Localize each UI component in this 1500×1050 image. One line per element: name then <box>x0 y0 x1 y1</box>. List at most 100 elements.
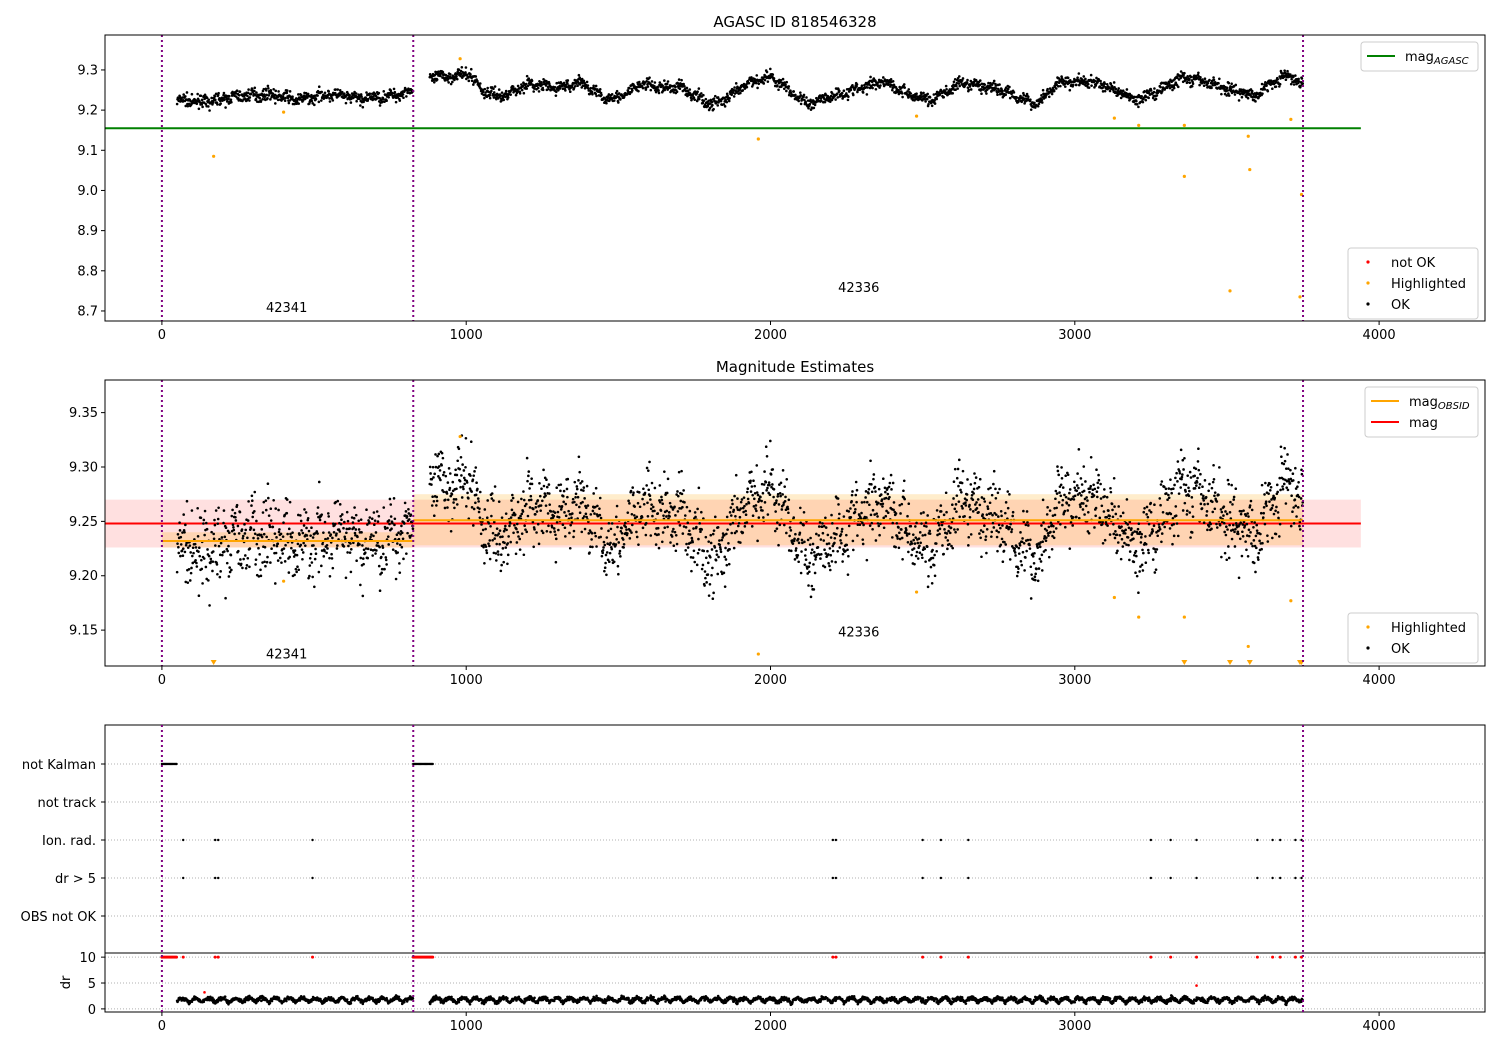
ok-point <box>1093 79 1097 83</box>
ok-point <box>541 88 545 92</box>
ok-point <box>696 90 699 94</box>
ok-point <box>576 84 579 88</box>
legend-marker <box>1366 260 1370 264</box>
ok-point <box>1036 579 1040 583</box>
ok-point <box>184 95 187 98</box>
ok-point <box>219 570 222 573</box>
ok-point <box>630 523 634 527</box>
ok-point <box>814 555 818 559</box>
ok-point <box>975 507 979 510</box>
ok-point <box>211 560 215 563</box>
ok-point <box>1023 569 1026 572</box>
ok-point <box>757 82 761 86</box>
ok-point <box>580 488 583 492</box>
ok-point <box>750 525 754 528</box>
ok-point <box>488 539 492 542</box>
ok-point <box>750 470 753 474</box>
ok-point <box>552 527 556 530</box>
ok-point <box>661 531 665 534</box>
ok-point <box>871 508 875 512</box>
ok-point <box>1080 483 1084 486</box>
ok-point <box>355 99 358 103</box>
ok-point <box>942 552 945 556</box>
ok-point <box>912 547 916 550</box>
ok-point <box>285 511 289 515</box>
ok-point <box>729 506 733 509</box>
ok-point <box>264 508 268 512</box>
ok-point <box>283 560 287 563</box>
ok-point <box>246 519 250 522</box>
ok-point <box>958 84 962 88</box>
ok-point <box>668 501 672 505</box>
ok-point <box>265 93 268 97</box>
ok-point <box>716 526 720 529</box>
ok-point <box>541 83 544 86</box>
ok-point <box>979 529 983 532</box>
ok-point <box>1105 82 1109 86</box>
ok-point <box>476 487 479 491</box>
ok-point <box>1091 492 1094 496</box>
ok-point <box>656 512 660 515</box>
ok-point <box>380 571 383 575</box>
ok-point <box>946 539 950 542</box>
ok-point <box>686 89 690 93</box>
ok-point <box>608 551 612 555</box>
y-tick-label: 9.1 <box>77 144 98 159</box>
ok-point <box>969 508 972 511</box>
ok-point <box>522 553 526 557</box>
ok-point <box>1053 506 1056 510</box>
ok-point <box>590 90 594 94</box>
ok-point <box>317 85 321 88</box>
ok-point <box>715 549 718 553</box>
ok-point <box>922 91 925 95</box>
ok-point <box>670 535 674 538</box>
ok-point <box>1229 87 1233 91</box>
ok-point <box>777 503 781 506</box>
ok-point <box>953 467 957 471</box>
ok-point <box>999 526 1002 530</box>
ok-point <box>534 512 537 516</box>
ok-point <box>838 546 842 549</box>
ok-point <box>665 515 668 518</box>
ok-point <box>297 93 300 96</box>
ok-point <box>456 459 459 463</box>
ok-point <box>1278 85 1281 88</box>
ok-point <box>568 546 572 550</box>
ok-point <box>865 93 869 96</box>
ok-point <box>540 487 543 491</box>
ok-point <box>544 84 548 87</box>
ok-point <box>442 473 445 477</box>
ok-point <box>1163 87 1167 90</box>
ok-point <box>564 85 568 89</box>
ok-point <box>868 524 872 527</box>
ok-point <box>272 499 275 502</box>
ok-point <box>653 509 656 513</box>
ok-point <box>483 508 487 511</box>
ok-point <box>582 489 585 492</box>
ok-point <box>1028 547 1032 550</box>
ok-point <box>628 502 631 505</box>
ok-point <box>788 526 792 529</box>
ok-point <box>996 549 999 553</box>
ok-point <box>1059 522 1062 526</box>
ok-point <box>442 490 446 494</box>
ok-point <box>665 491 669 495</box>
ok-point <box>692 96 696 99</box>
ok-point <box>948 542 951 546</box>
ok-point <box>525 74 529 78</box>
ok-point <box>378 104 382 107</box>
ok-point <box>431 465 435 469</box>
ok-point <box>636 83 640 86</box>
ok-point <box>653 81 657 84</box>
ok-point <box>398 571 402 574</box>
ok-point <box>684 549 687 552</box>
ok-point <box>1034 572 1038 576</box>
ok-point <box>612 560 616 564</box>
ok-point <box>306 96 309 99</box>
ok-point <box>564 502 568 506</box>
ok-point <box>735 530 738 533</box>
ok-point <box>326 547 329 550</box>
ok-point <box>313 585 316 589</box>
ok-point <box>803 540 806 544</box>
ok-point <box>378 589 382 593</box>
